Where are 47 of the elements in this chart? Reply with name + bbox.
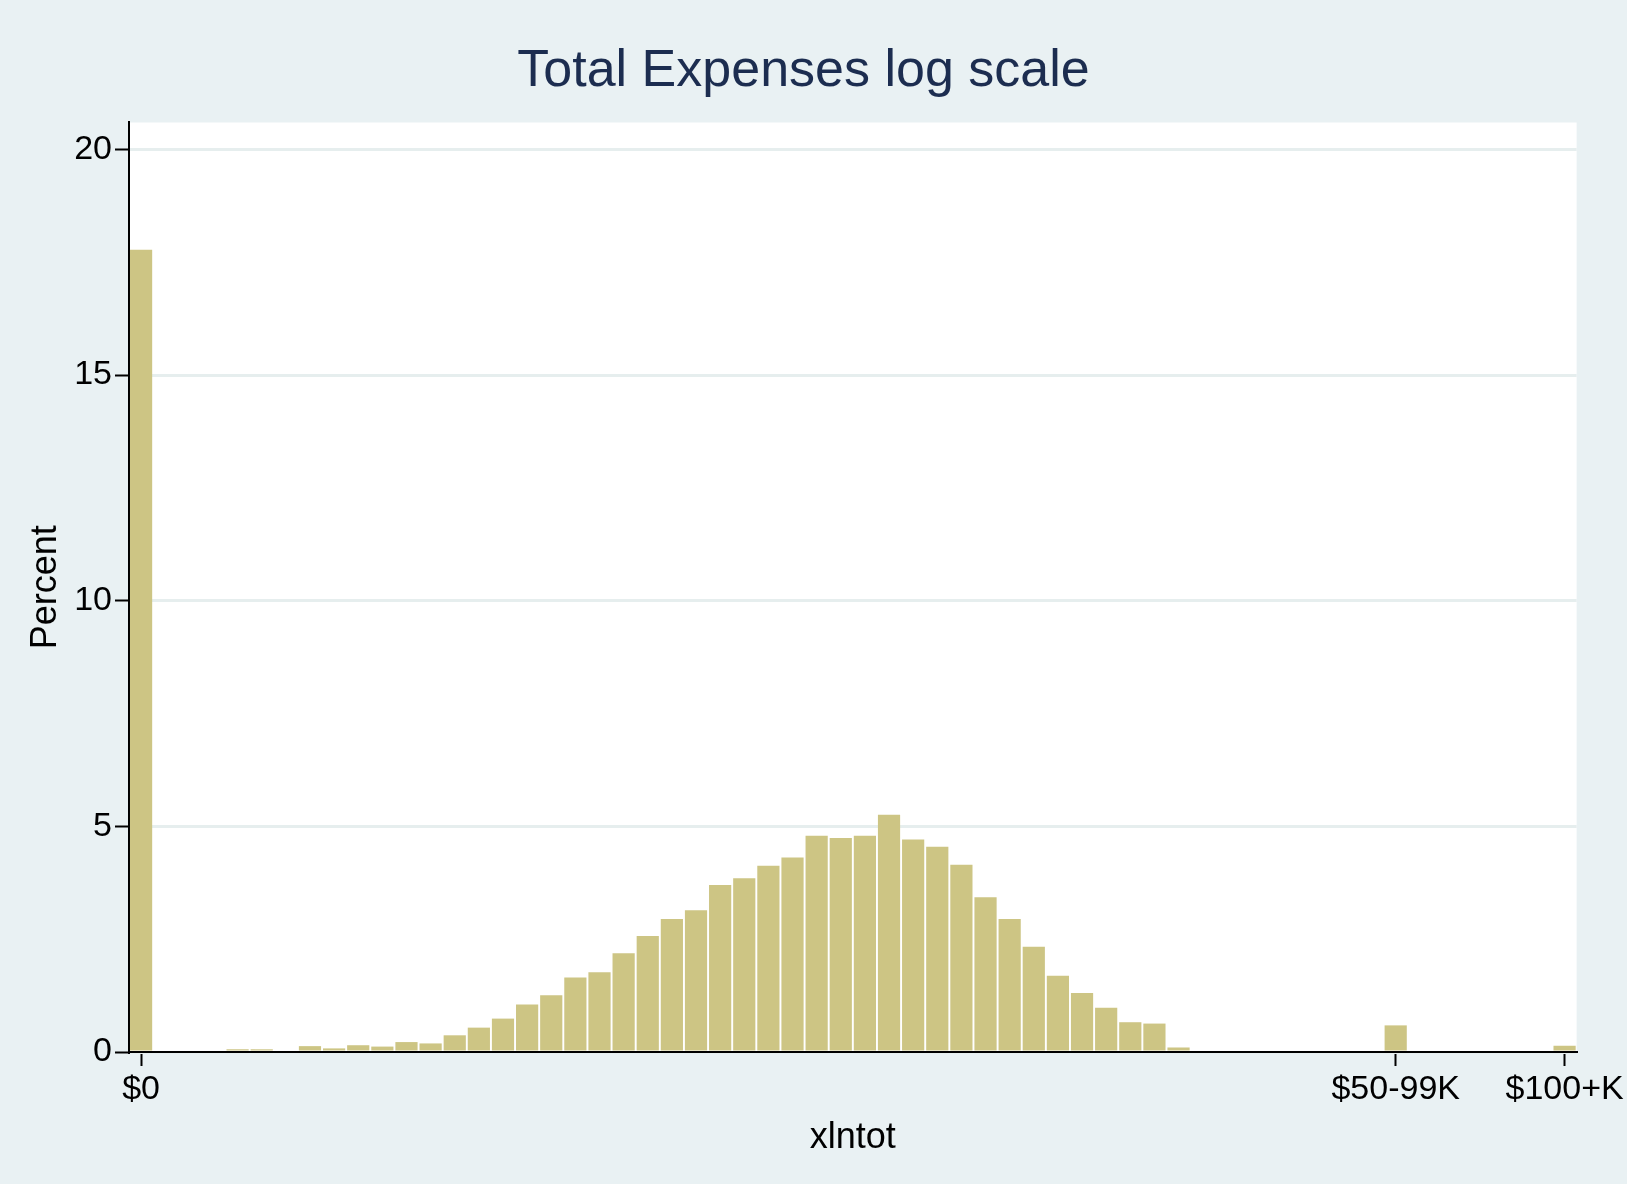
bar — [467, 1027, 490, 1051]
bar — [298, 1046, 322, 1051]
bar — [516, 1004, 539, 1051]
y-tick-label: 5 — [93, 804, 113, 843]
bar — [660, 918, 683, 1051]
bar — [612, 953, 635, 1051]
bar — [1095, 1007, 1118, 1051]
bar — [877, 814, 901, 1051]
y-axis-title: Percent — [22, 525, 64, 650]
bar — [443, 1035, 466, 1051]
x-tick-label: $100+K — [1505, 1067, 1624, 1106]
bar — [902, 839, 925, 1051]
bar — [1553, 1045, 1576, 1051]
bar — [636, 936, 659, 1051]
bar — [371, 1046, 394, 1051]
bar — [1384, 1025, 1407, 1051]
bar — [395, 1042, 418, 1051]
bar — [733, 878, 756, 1051]
bar — [1070, 992, 1094, 1051]
bar — [491, 1018, 515, 1051]
bar — [1046, 975, 1070, 1051]
bar — [829, 838, 852, 1051]
y-tick-label: 10 — [74, 579, 113, 618]
bar — [1022, 946, 1045, 1051]
bar — [323, 1048, 346, 1051]
bar — [781, 857, 804, 1051]
y-tick-label: 15 — [74, 353, 113, 392]
bar — [757, 865, 780, 1051]
bar — [684, 910, 708, 1051]
bar — [564, 977, 587, 1051]
bar — [853, 835, 876, 1051]
bar — [998, 918, 1021, 1051]
bar — [1119, 1022, 1142, 1051]
bar — [540, 995, 563, 1051]
bar — [419, 1043, 442, 1051]
x-axis-title: xlntot — [809, 1115, 896, 1157]
bar — [347, 1045, 370, 1051]
bar — [129, 249, 153, 1051]
y-tick-label: 20 — [74, 127, 113, 166]
chart-title: Total Expenses log scale — [517, 38, 1090, 97]
x-tick-label: $0 — [122, 1067, 160, 1106]
bar — [926, 846, 949, 1051]
x-tick-label: $50-99K — [1331, 1067, 1461, 1106]
bar — [709, 885, 732, 1051]
y-tick-label: 0 — [93, 1030, 113, 1069]
bar — [588, 972, 611, 1051]
bar — [805, 835, 828, 1051]
